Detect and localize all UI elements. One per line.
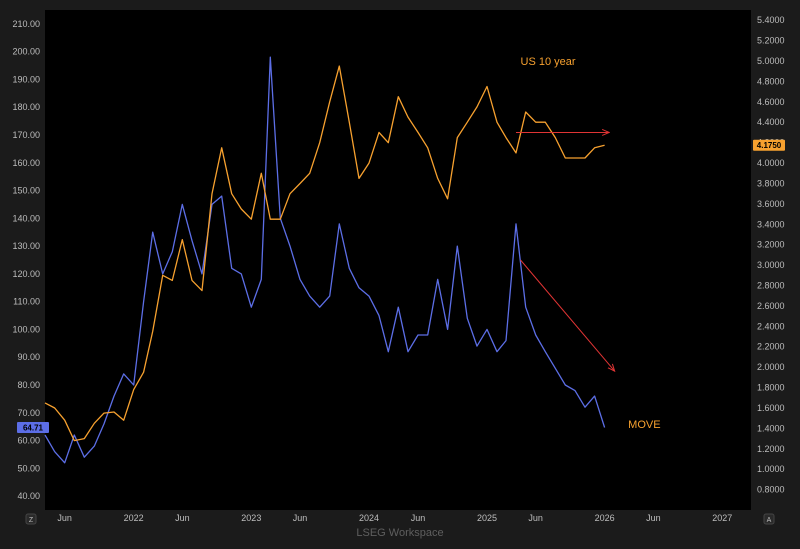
x-axis-tick-label: 2024 xyxy=(359,513,379,523)
x-axis-tick-label: Jun xyxy=(175,513,190,523)
last-value-tag xyxy=(753,139,785,151)
right-axis-tick-label: 2.8000 xyxy=(757,281,785,291)
left-axis-tick-label: 150.00 xyxy=(12,186,40,196)
x-axis-tick-label: Jun xyxy=(528,513,543,523)
left-axis-tick-label: 60.00 xyxy=(17,436,40,446)
x-axis: Jun 2022 Jun 2023 Jun 2024 Jun 2025 Jun 2026 Jun 20… xyxy=(57,513,732,523)
autoscale-label: A xyxy=(767,517,772,524)
x-axis-tick-label: 2023 xyxy=(241,513,261,523)
series-line-move xyxy=(44,56,606,464)
left-axis-tick-label: 190.00 xyxy=(12,74,40,84)
annotation-label: MOVE xyxy=(628,419,660,431)
left-axis-tick-label: 130.00 xyxy=(12,241,40,251)
left-axis-tick-label: 160.00 xyxy=(12,158,40,168)
zoom-reset-label: Z xyxy=(29,517,34,524)
x-axis-tick-label: 2026 xyxy=(595,513,615,523)
right-axis-tick-label: 5.4000 xyxy=(757,15,785,25)
arrow-layer xyxy=(515,132,615,371)
right-axis-tick-label: 2.6000 xyxy=(757,301,785,311)
right-axis-tick-label: 3.0000 xyxy=(757,260,785,270)
x-axis-tick-label: Jun xyxy=(646,513,661,523)
right-axis-tick-label: 1.6000 xyxy=(757,403,785,413)
left-axis-tick-label: 90.00 xyxy=(17,352,40,362)
right-axis-tick-label: 2.0000 xyxy=(757,362,785,372)
right-axis-tick-label: 4.4000 xyxy=(757,117,785,127)
right-axis-tick-label: 2.2000 xyxy=(757,342,785,352)
left-axis-tick-label: 100.00 xyxy=(12,324,40,334)
last-value-label: 64.71 xyxy=(23,423,44,432)
x-axis-tick-label: 2025 xyxy=(477,513,497,523)
right-axis-tick-label: 0.8000 xyxy=(757,485,785,495)
left-axis-tick-label: 200.00 xyxy=(12,47,40,57)
left-axis-tick-label: 80.00 xyxy=(17,380,40,390)
left-axis-tick-label: 50.00 xyxy=(17,463,40,473)
right-axis: 0.8000 1.0000 1.2000 1.4000 1.6000 1.8000 2.00… xyxy=(757,15,785,494)
right-axis-tick-label: 1.4000 xyxy=(757,423,785,433)
x-axis-tick-label: Jun xyxy=(57,513,72,523)
plot-area xyxy=(45,10,751,510)
right-axis-tick-label: 3.2000 xyxy=(757,240,785,250)
left-axis-tick-label: 170.00 xyxy=(12,130,40,140)
right-axis-tick-label: 5.0000 xyxy=(757,56,785,66)
left-axis-tick-label: 120.00 xyxy=(12,269,40,279)
x-axis-tick-label: Jun xyxy=(411,513,426,523)
right-axis-tick-label: 4.6000 xyxy=(757,97,785,107)
watermark: LSEG Workspace xyxy=(356,527,443,539)
trend-arrow xyxy=(520,259,615,371)
annotation-layer: US 10 year MOVE xyxy=(521,56,661,431)
zoom-reset-button[interactable]: Z xyxy=(25,513,37,525)
last-value-label: 4.1750 xyxy=(757,141,782,150)
right-axis-tick-label: 2.4000 xyxy=(757,321,785,331)
left-axis-tick-label: 180.00 xyxy=(12,102,40,112)
right-axis-tick-label: 3.4000 xyxy=(757,219,785,229)
annotation-label: US 10 year xyxy=(521,56,576,68)
right-axis-tick-label: 3.8000 xyxy=(757,178,785,188)
left-axis-tick-label: 210.00 xyxy=(12,19,40,29)
right-axis-tick-label: 1.2000 xyxy=(757,444,785,454)
last-value-tag xyxy=(17,421,49,433)
left-axis: 40.00 50.00 60.00 70.00 80.00 90.00 100.00 110.… xyxy=(12,19,40,501)
right-axis-tick-label: 3.6000 xyxy=(757,199,785,209)
right-axis-tick-label: 4.0000 xyxy=(757,158,785,168)
right-axis-tick-label: 5.2000 xyxy=(757,36,785,46)
left-axis-tick-label: 110.00 xyxy=(13,297,40,307)
x-axis-tick-label: 2022 xyxy=(124,513,144,523)
last-value-tags: 64.71 4.1750 xyxy=(17,139,785,433)
right-axis-tick-label: 1.8000 xyxy=(757,383,785,393)
series-line-us-10-year xyxy=(44,65,605,442)
left-axis-tick-label: 140.00 xyxy=(12,213,40,223)
series-layer xyxy=(44,56,606,464)
left-axis-tick-label: 70.00 xyxy=(17,408,40,418)
x-axis-tick-label: 2027 xyxy=(712,513,732,523)
right-axis-tick-label: 1.0000 xyxy=(757,464,785,474)
right-axis-tick-label: 4.8000 xyxy=(757,76,785,86)
left-axis-tick-label: 40.00 xyxy=(17,491,40,501)
x-axis-tick-label: Jun xyxy=(293,513,308,523)
autoscale-button[interactable]: A xyxy=(763,513,775,525)
